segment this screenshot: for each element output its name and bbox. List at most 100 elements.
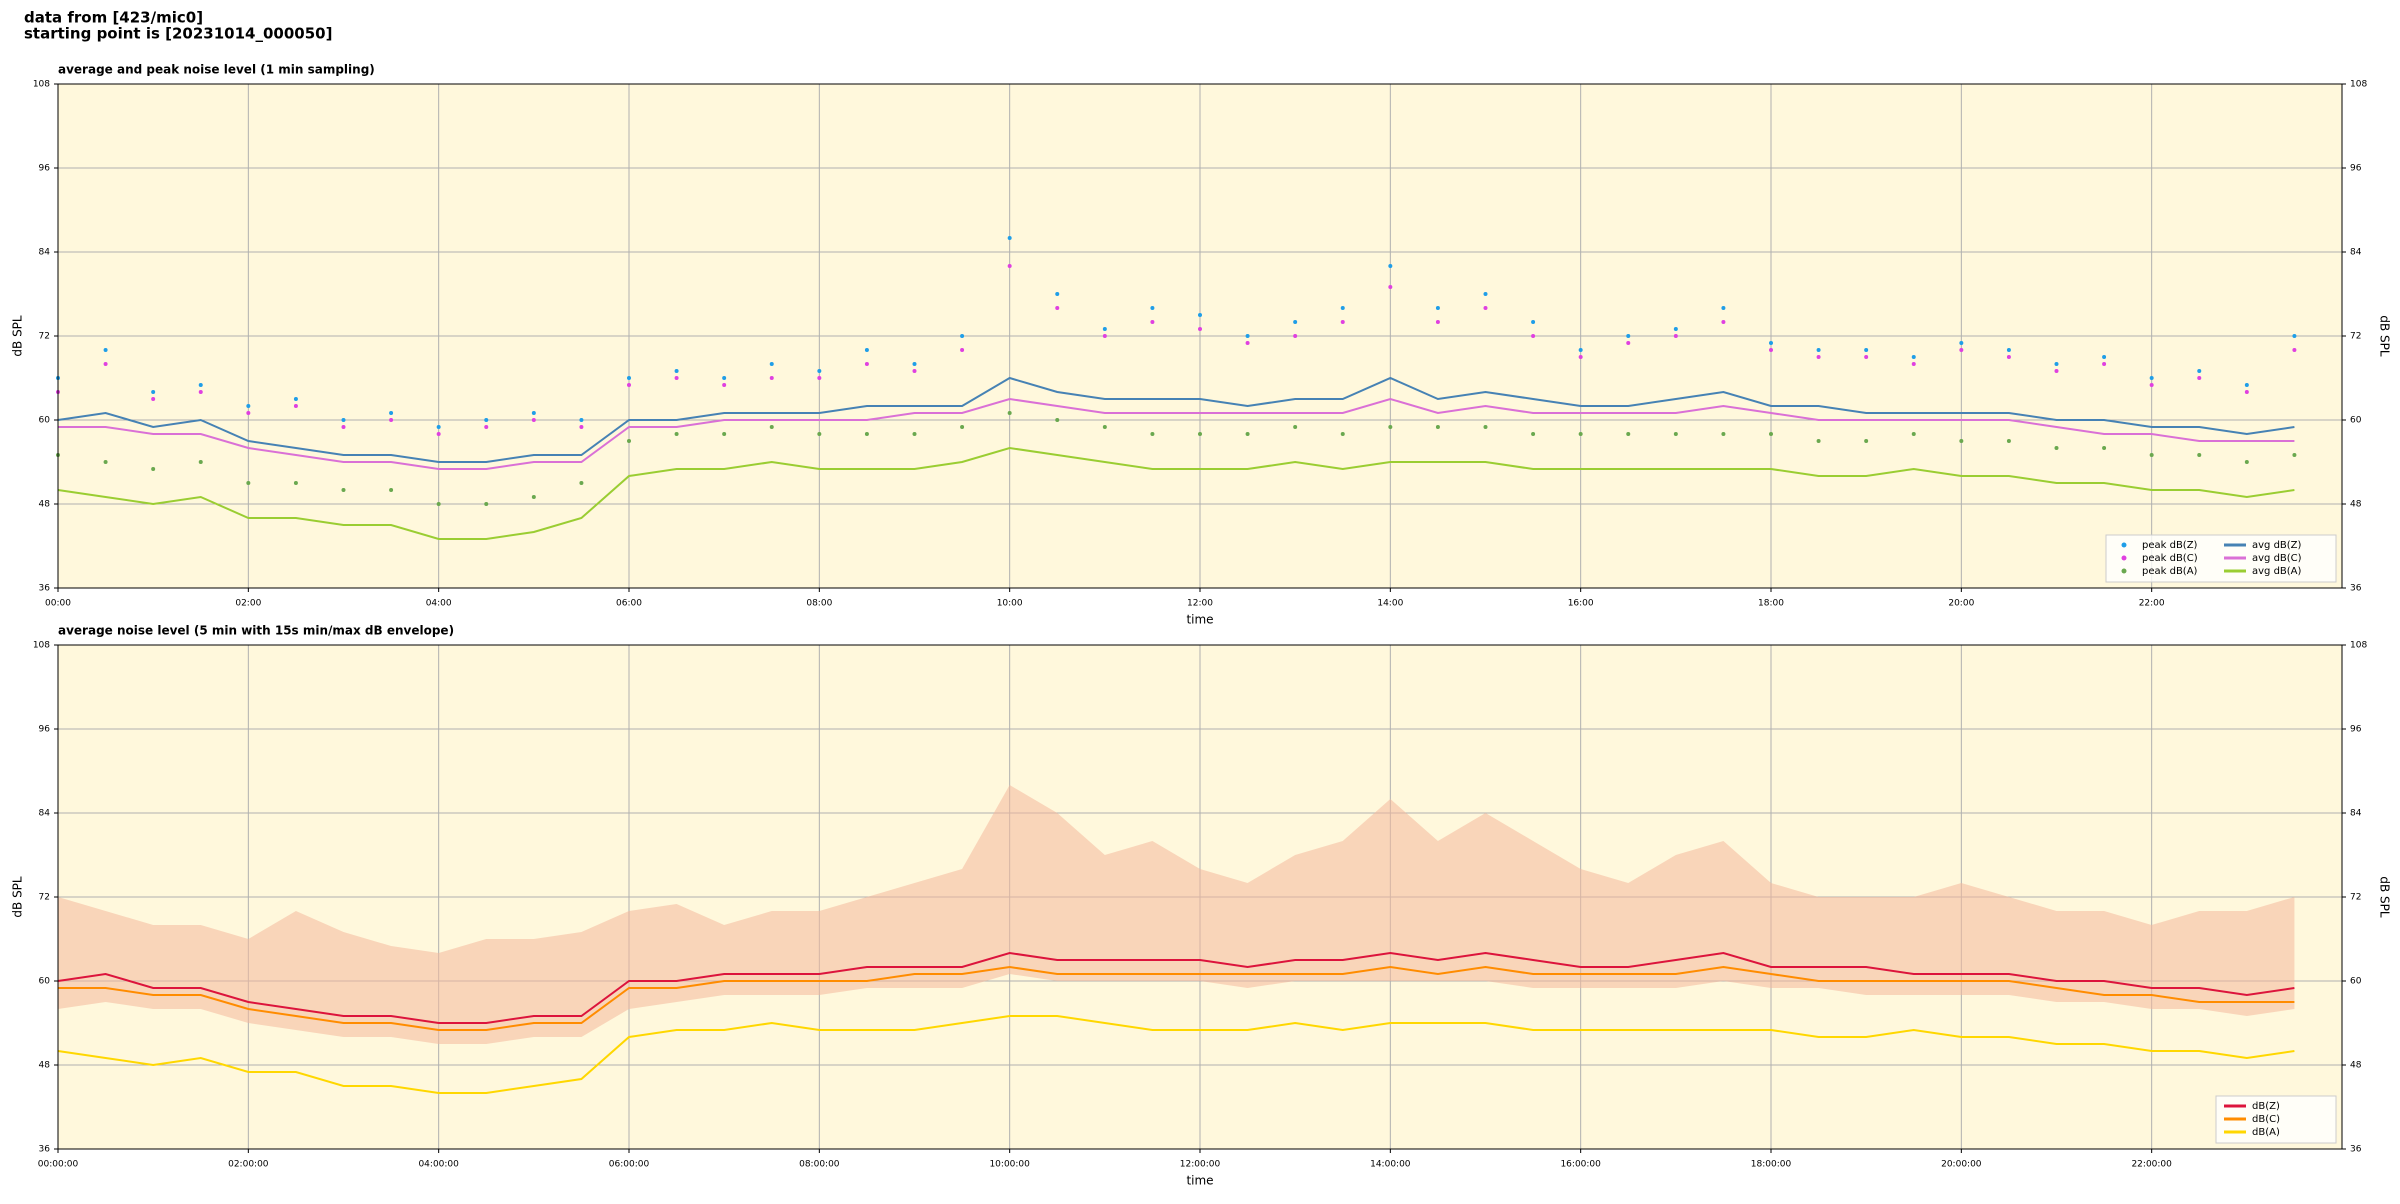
legend-label: peak dB(C) [2142, 553, 2198, 564]
y2-axis-label: dB SPL [2378, 876, 2392, 918]
peak-point [579, 481, 584, 485]
plot-frame [57, 644, 2343, 1150]
y2-axis-label: dB SPL [2378, 315, 2392, 357]
header-line: starting point is [20231014_000050] [24, 25, 332, 43]
y2-tick-label: 72 [2350, 893, 2361, 903]
peak-point [151, 467, 156, 471]
peak-point [722, 432, 727, 436]
peak-point [1769, 432, 1773, 436]
x-tick-label: 16:00:00 [1560, 1160, 1601, 1170]
peak-point [1911, 362, 1916, 366]
peak-point [103, 348, 108, 352]
y2-tick-label: 60 [2350, 416, 2362, 426]
peak-point [1673, 334, 1678, 338]
peak-point [2006, 348, 2011, 352]
series-line [57, 376, 2295, 463]
y-tick-label: 36 [39, 1145, 51, 1155]
series-line [57, 446, 2295, 540]
peak-point [2006, 439, 2011, 443]
peak-point [341, 425, 346, 429]
peak-point [1864, 348, 1869, 352]
legend-label: peak dB(A) [2142, 566, 2198, 577]
x-tick-label: 10:00:00 [989, 1160, 1030, 1170]
peak-point [1864, 439, 1869, 443]
legend-label: peak dB(Z) [2142, 540, 2198, 551]
x-tick-label: 14:00 [1377, 599, 1403, 609]
peak-point [1911, 355, 1916, 359]
peak-point [2102, 362, 2107, 366]
y2-tick-label: 96 [2350, 164, 2362, 174]
peak-point [912, 369, 917, 373]
peak-point [484, 425, 489, 429]
peak-point [293, 404, 298, 408]
peak-point [198, 390, 203, 394]
peak-point [579, 425, 584, 429]
x-tick-label: 22:00:00 [2131, 1160, 2172, 1170]
peak-point [341, 488, 346, 492]
header-line: data from [423/mic0] [24, 9, 203, 27]
legend-label: dB(A) [2252, 1127, 2280, 1138]
peak-point [1435, 320, 1440, 324]
y2-tick-label: 36 [2350, 584, 2362, 594]
peak-point [2102, 446, 2107, 450]
peak-point [1340, 306, 1345, 310]
peak-point [1959, 341, 1964, 345]
peak-point [769, 425, 774, 429]
y2-tick-label: 84 [2350, 809, 2362, 819]
y2-tick-label: 72 [2350, 332, 2361, 342]
peak-point [769, 362, 774, 366]
peak-point [2149, 376, 2154, 380]
peak-point [2197, 376, 2202, 380]
x-tick-label: 12:00 [1187, 599, 1213, 609]
peak-point [817, 376, 822, 380]
x-axis-label: time [1186, 1174, 1213, 1188]
peak-point [864, 362, 869, 366]
x-tick-label: 10:00 [997, 599, 1023, 609]
peak-point [389, 488, 394, 492]
peak-point [1198, 327, 1202, 331]
series-line [58, 397, 2295, 470]
y-tick-label: 96 [39, 164, 51, 174]
y-axis-label: dB SPL [11, 876, 25, 918]
series-line [57, 1015, 2295, 1094]
peak-point [246, 481, 251, 485]
peak-point [1626, 341, 1631, 345]
peak-point [1293, 425, 1298, 429]
peak-point [293, 481, 298, 485]
peak-point [674, 432, 679, 436]
x-tick-label: 08:00:00 [799, 1160, 840, 1170]
peak-point [1388, 285, 1393, 289]
peak-point [1055, 306, 1060, 310]
y2-tick-label: 108 [2350, 641, 2367, 651]
peak-point [341, 418, 346, 422]
peak-point [1150, 320, 1155, 324]
x-tick-label: 12:00:00 [1180, 1160, 1221, 1170]
peak-point [1769, 341, 1773, 345]
peak-point [103, 362, 108, 366]
legend-label: avg dB(C) [2252, 553, 2302, 564]
peak-point [1816, 348, 1821, 352]
peak-point [436, 502, 441, 506]
peak-point [1959, 348, 1964, 352]
peak-point [864, 348, 869, 352]
peak-point [1626, 432, 1631, 436]
peak-point [531, 495, 536, 499]
peak-point [2244, 460, 2249, 464]
peak-point [1340, 320, 1345, 324]
y2-tick-label: 96 [2350, 725, 2362, 735]
peak-point [1483, 292, 1488, 296]
peak-point [389, 411, 394, 415]
x-tick-label: 00:00 [45, 599, 71, 609]
peak-point [1150, 432, 1155, 436]
y-tick-label: 60 [39, 977, 51, 987]
peak-point [627, 376, 631, 380]
x-tick-label: 04:00:00 [418, 1160, 459, 1170]
peak-point [484, 502, 489, 506]
legend-label: dB(Z) [2252, 1101, 2280, 1112]
peak-point [1388, 264, 1393, 268]
y-tick-label: 108 [33, 641, 50, 651]
legend-marker [2121, 555, 2127, 561]
peak-point [2292, 453, 2297, 457]
